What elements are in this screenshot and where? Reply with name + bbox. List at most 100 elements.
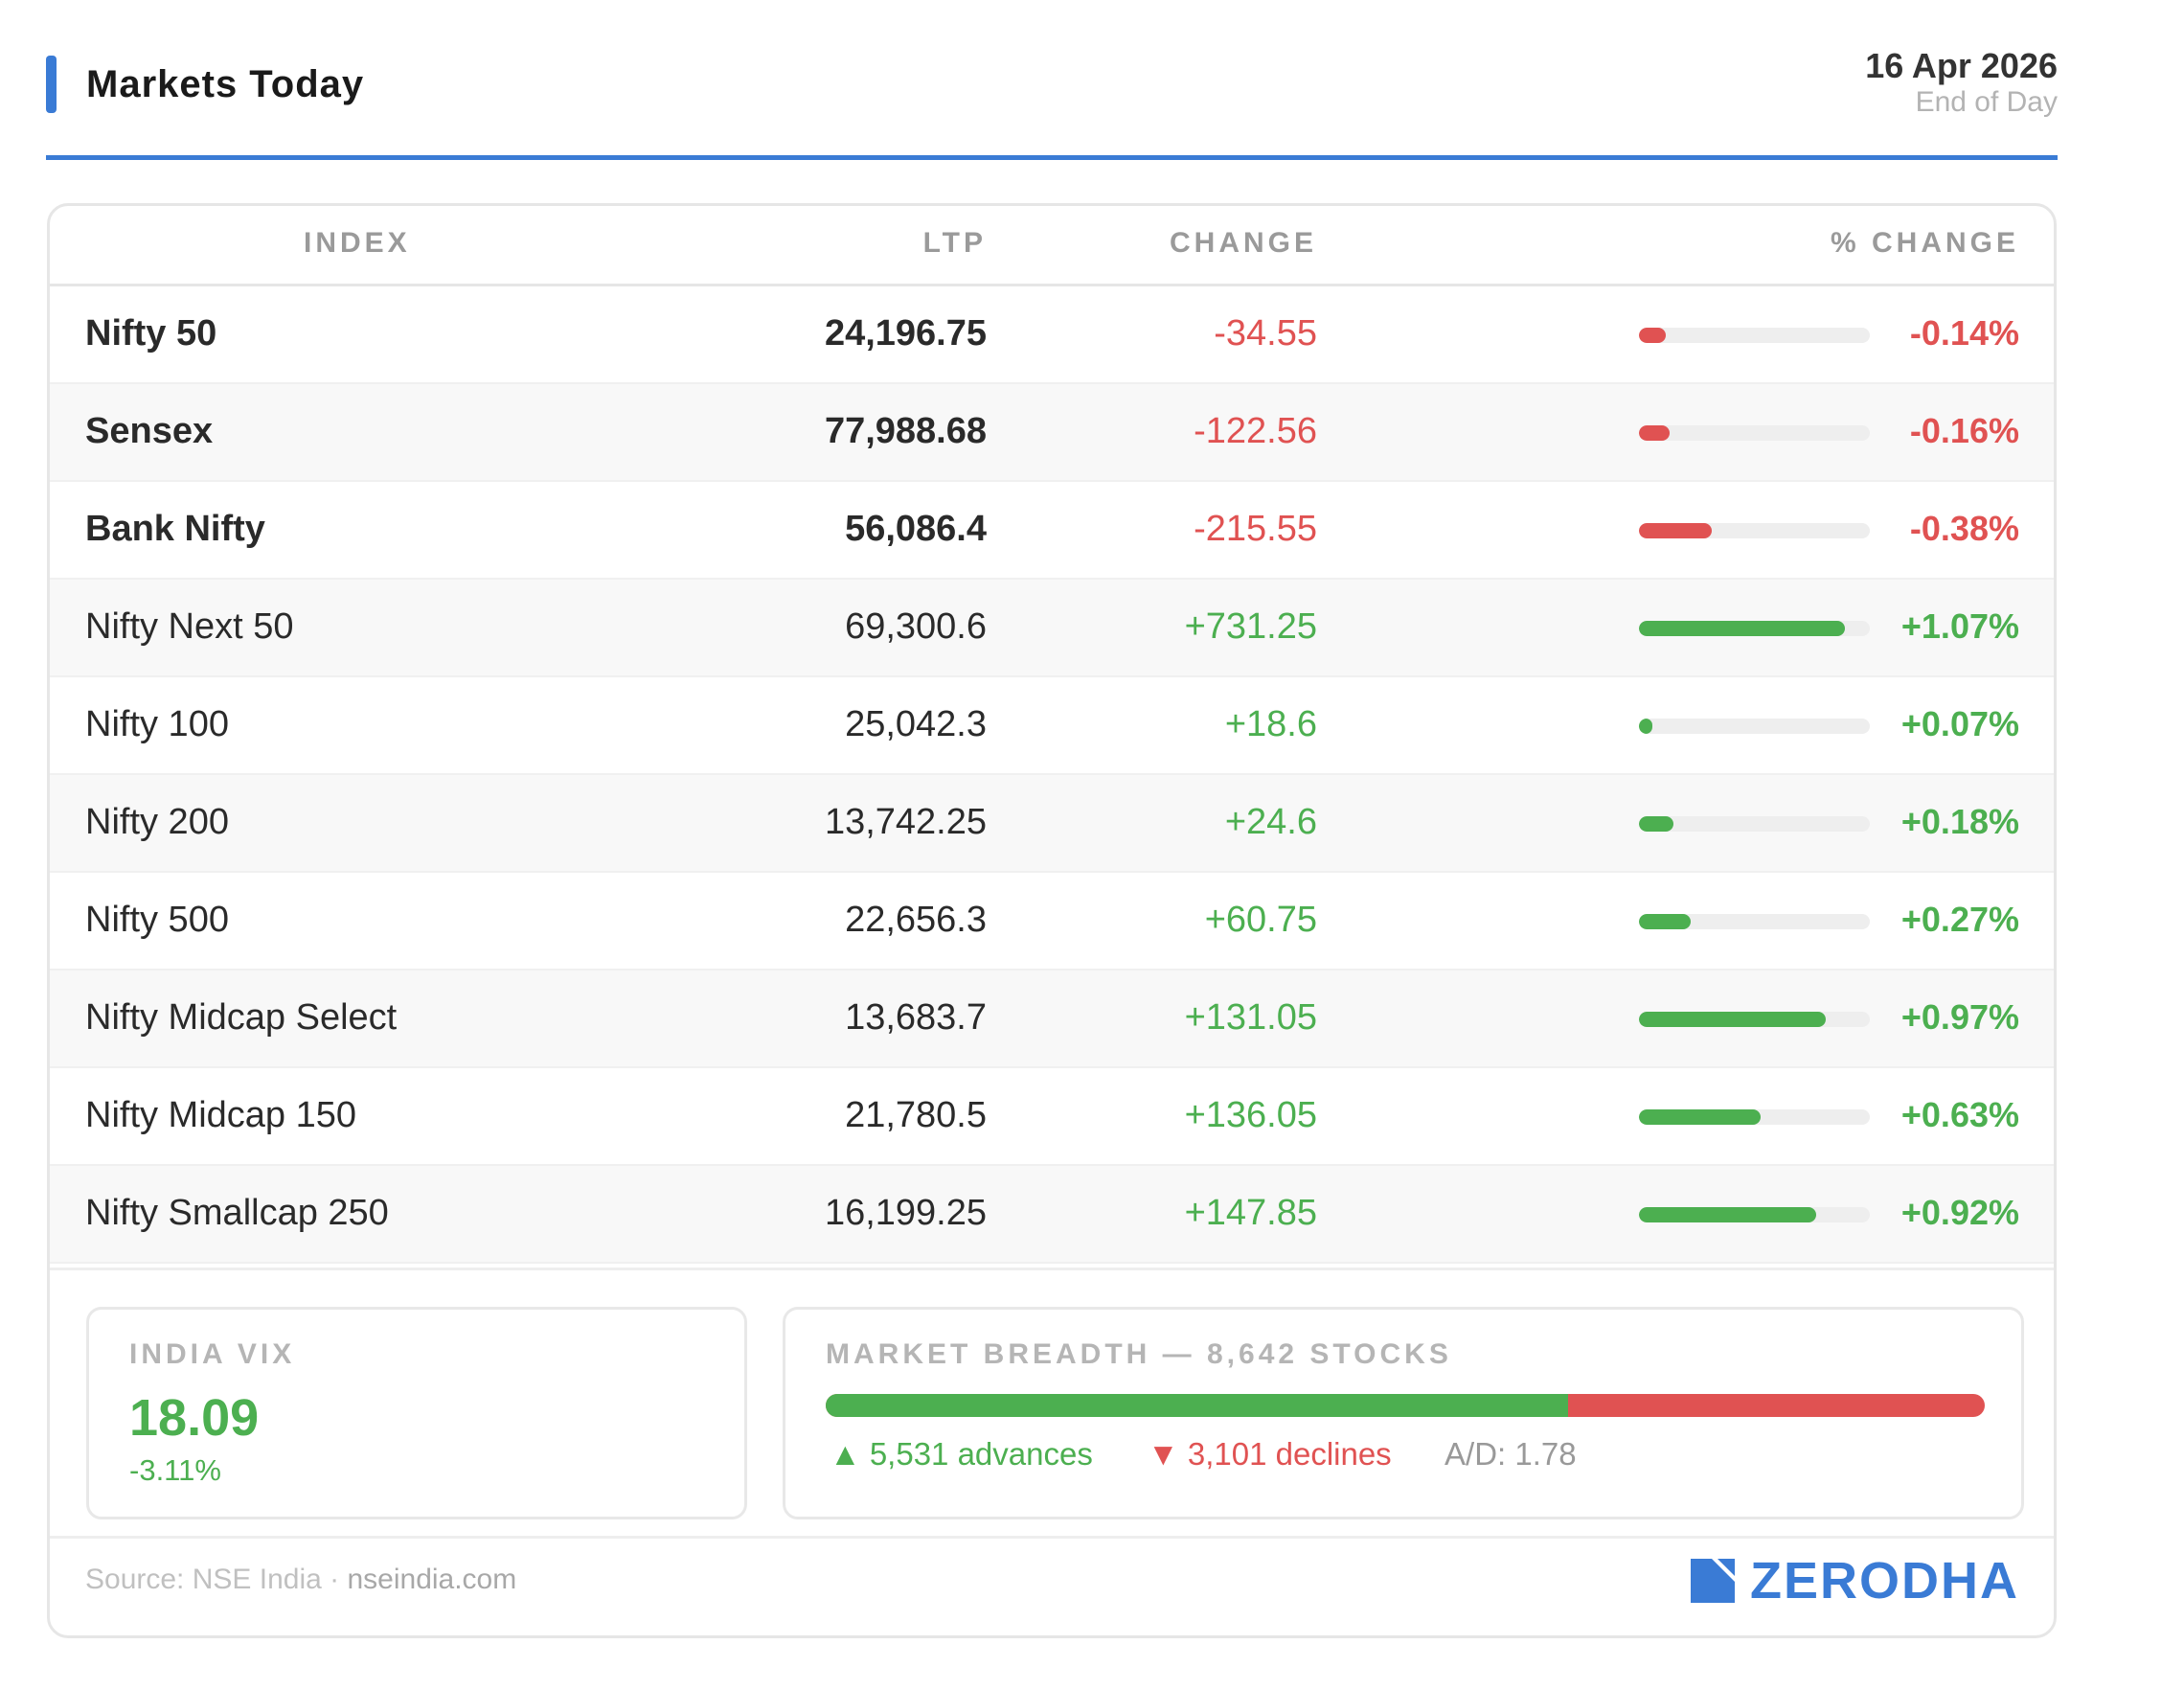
pct-change-bar xyxy=(1639,914,1870,929)
index-name: Nifty Smallcap 250 xyxy=(85,1193,389,1233)
index-name: Nifty 100 xyxy=(85,704,229,744)
index-name: Nifty 50 xyxy=(85,313,217,354)
index-name: Sensex xyxy=(85,411,214,451)
breadth-label: MARKET BREADTH — 8,642 STOCKS xyxy=(826,1338,1452,1370)
ad-ratio: A/D: 1.78 xyxy=(1445,1436,1577,1472)
index-change: +136.05 xyxy=(1184,1095,1317,1135)
vix-value: 18.09 xyxy=(129,1389,260,1447)
card-footer: Source: NSE India · nseindia.com ZERODHA xyxy=(50,1536,2054,1635)
index-pct-change: +0.92% xyxy=(1900,1193,2019,1232)
index-change: +24.6 xyxy=(1224,802,1317,842)
pct-change-bar xyxy=(1639,1207,1870,1222)
pct-change-bar xyxy=(1639,425,1870,441)
pct-change-bar-fill xyxy=(1639,914,1692,929)
index-pct-change: -0.14% xyxy=(1909,313,2019,353)
pct-change-bar xyxy=(1639,1109,1870,1125)
index-pct-change: +0.07% xyxy=(1900,704,2019,743)
index-name: Nifty Midcap Select xyxy=(85,997,398,1038)
source-note: Source: NSE India · nseindia.com xyxy=(85,1564,516,1596)
pct-change-bar-fill xyxy=(1639,1109,1761,1125)
india-vix-card: INDIA VIX 18.09 -3.11% xyxy=(86,1307,747,1519)
pct-change-bar-fill xyxy=(1639,621,1845,636)
index-pct-change: -0.38% xyxy=(1909,509,2019,548)
index-ltp: 13,683.7 xyxy=(845,997,987,1038)
pct-change-bar-fill xyxy=(1639,328,1667,343)
breadth-bar xyxy=(826,1394,1985,1417)
index-ltp: 25,042.3 xyxy=(845,704,987,744)
index-change: +60.75 xyxy=(1204,900,1317,940)
pct-change-bar xyxy=(1639,1012,1870,1027)
table-row[interactable]: Nifty 100 25,042.3 +18.6 +0.07% xyxy=(50,677,2054,775)
index-pct-change: +0.27% xyxy=(1900,900,2019,939)
header-date: 16 Apr 2026 xyxy=(1865,46,2058,85)
declines-count: ▼ 3,101 declines xyxy=(1148,1436,1392,1472)
source-separator: · xyxy=(321,1564,348,1595)
header-subtitle: End of Day xyxy=(1915,86,2058,118)
table-row[interactable]: Bank Nifty 56,086.4 -215.55 -0.38% xyxy=(50,482,2054,580)
pct-change-bar xyxy=(1639,719,1870,734)
index-ltp: 24,196.75 xyxy=(824,313,987,354)
table-row[interactable]: Nifty 500 22,656.3 +60.75 +0.27% xyxy=(50,873,2054,971)
zerodha-logo-text: ZERODHA xyxy=(1750,1552,2019,1610)
index-change: +131.05 xyxy=(1184,997,1317,1038)
table-row[interactable]: Nifty 200 13,742.25 +24.6 +0.18% xyxy=(50,775,2054,873)
index-change: +731.25 xyxy=(1184,606,1317,647)
pct-change-bar-fill xyxy=(1639,425,1671,441)
vix-label: INDIA VIX xyxy=(129,1338,296,1370)
index-ltp: 22,656.3 xyxy=(845,900,987,940)
table-row[interactable]: Sensex 77,988.68 -122.56 -0.16% xyxy=(50,384,2054,482)
page-header: Markets Today 16 Apr 2026 End of Day xyxy=(46,46,2058,161)
table-row[interactable]: Nifty Midcap 150 21,780.5 +136.05 +0.63% xyxy=(50,1068,2054,1166)
pct-change-bar-fill xyxy=(1639,523,1713,538)
index-ltp: 77,988.68 xyxy=(824,411,987,451)
index-pct-change: +0.97% xyxy=(1900,997,2019,1037)
table-row[interactable]: Nifty Smallcap 250 16,199.25 +147.85 +0.92% xyxy=(50,1166,2054,1264)
header-accent-bar xyxy=(46,56,57,113)
markets-card: INDEX LTP CHANGE % CHANGE Nifty 50 24,196… xyxy=(47,203,2057,1638)
index-ltp: 21,780.5 xyxy=(845,1095,987,1135)
header-divider xyxy=(46,155,2058,160)
zerodha-logo-icon xyxy=(1691,1559,1735,1603)
source-text: Source: NSE India xyxy=(85,1564,322,1595)
zerodha-logo[interactable]: ZERODHA xyxy=(1691,1552,2019,1610)
index-change: -215.55 xyxy=(1194,509,1317,549)
index-name: Bank Nifty xyxy=(85,509,265,549)
index-pct-change: +1.07% xyxy=(1900,606,2019,646)
advances-count: ▲ 5,531 advances xyxy=(830,1436,1093,1472)
pct-change-bar xyxy=(1639,328,1870,343)
column-header-index[interactable]: INDEX xyxy=(304,227,411,259)
index-ltp: 69,300.6 xyxy=(845,606,987,647)
index-change: +18.6 xyxy=(1224,704,1317,744)
market-breadth-card: MARKET BREADTH — 8,642 STOCKS ▲ 5,531 ad… xyxy=(783,1307,2024,1519)
table-row[interactable]: Nifty Next 50 69,300.6 +731.25 +1.07% xyxy=(50,580,2054,677)
table-header: INDEX LTP CHANGE % CHANGE xyxy=(50,206,2054,286)
breadth-advances-fill xyxy=(826,1394,1569,1417)
summary-section: INDIA VIX 18.09 -3.11% MARKET BREADTH — … xyxy=(50,1268,2054,1536)
pct-change-bar xyxy=(1639,621,1870,636)
column-header-change[interactable]: CHANGE xyxy=(1169,227,1317,259)
index-name: Nifty Next 50 xyxy=(85,606,294,647)
index-ltp: 56,086.4 xyxy=(845,509,987,549)
pct-change-bar-fill xyxy=(1639,719,1653,734)
index-ltp: 13,742.25 xyxy=(824,802,987,842)
source-link[interactable]: nseindia.com xyxy=(347,1564,517,1595)
table-row[interactable]: Nifty Midcap Select 13,683.7 +131.05 +0.97% xyxy=(50,971,2054,1068)
pct-change-bar-fill xyxy=(1639,816,1674,832)
index-name: Nifty Midcap 150 xyxy=(85,1095,357,1135)
breadth-legend: ▲ 5,531 advances ▼ 3,101 declines A/D: 1… xyxy=(830,1436,1623,1473)
page-title: Markets Today xyxy=(86,63,365,105)
table-row[interactable]: Nifty 50 24,196.75 -34.55 -0.14% xyxy=(50,286,2054,384)
index-name: Nifty 500 xyxy=(85,900,229,940)
index-pct-change: +0.18% xyxy=(1900,802,2019,841)
column-header-pct-change[interactable]: % CHANGE xyxy=(1830,227,2019,259)
index-name: Nifty 200 xyxy=(85,802,229,842)
column-header-ltp[interactable]: LTP xyxy=(922,227,987,259)
pct-change-bar-fill xyxy=(1639,1012,1826,1027)
index-change: -34.55 xyxy=(1214,313,1317,354)
vix-change: -3.11% xyxy=(129,1453,221,1487)
pct-change-bar xyxy=(1639,816,1870,832)
pct-change-bar xyxy=(1639,523,1870,538)
index-pct-change: -0.16% xyxy=(1909,411,2019,450)
index-change: -122.56 xyxy=(1194,411,1317,451)
index-pct-change: +0.63% xyxy=(1900,1095,2019,1134)
